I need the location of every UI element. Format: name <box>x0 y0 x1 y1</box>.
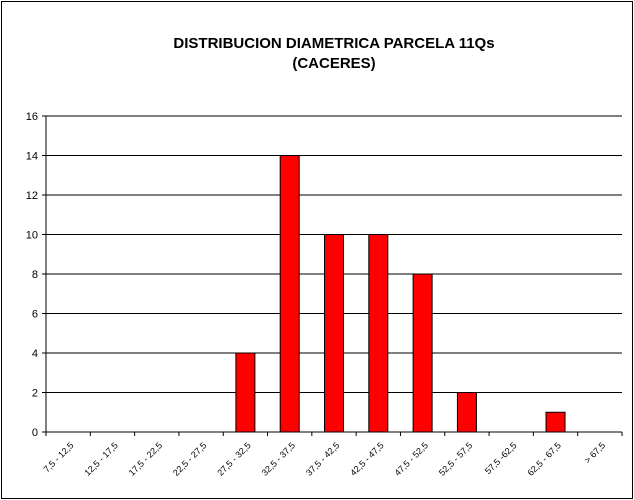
bar <box>456 392 477 433</box>
y-tick-label: 12 <box>26 190 38 202</box>
bar <box>324 234 344 433</box>
y-tick-label: 4 <box>32 348 38 360</box>
y-tick-label: 2 <box>32 388 38 400</box>
y-tick-label: 6 <box>32 309 38 321</box>
y-tick-label: 16 <box>26 111 38 123</box>
y-tick-label: 14 <box>26 151 38 163</box>
bar <box>235 352 256 433</box>
chart-title: (CACERES) <box>292 55 375 72</box>
bar <box>412 273 433 433</box>
bar <box>545 411 566 433</box>
y-tick-label: 10 <box>26 230 38 242</box>
y-tick-label: 8 <box>32 269 38 281</box>
chart-title: DISTRIBUCION DIAMETRICA PARCELA 11Qs <box>173 35 494 52</box>
bar <box>279 155 300 433</box>
y-tick-label: 0 <box>32 427 38 439</box>
bar <box>368 234 389 433</box>
